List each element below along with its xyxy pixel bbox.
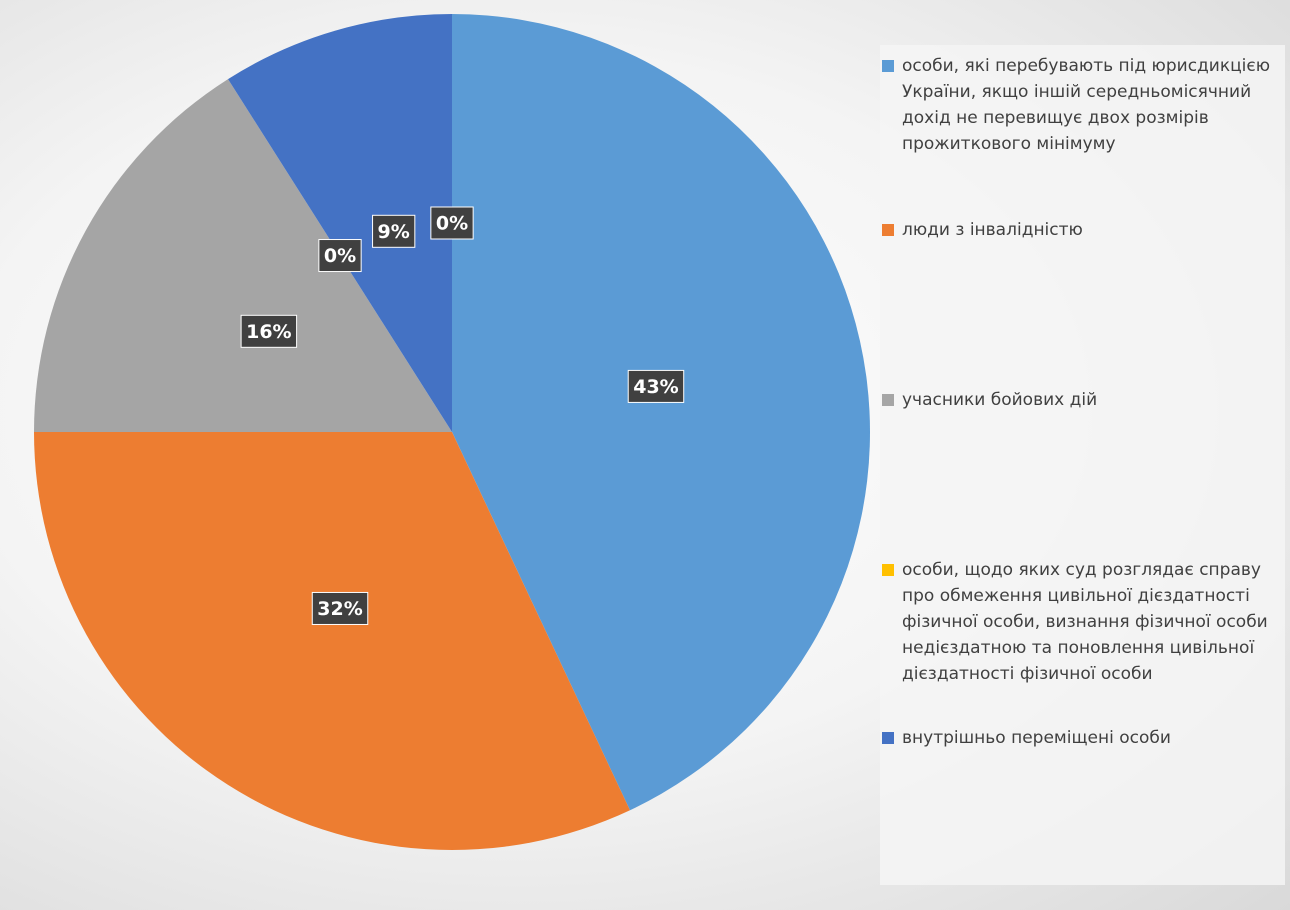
data-label-text: 43% — [633, 376, 678, 398]
pie-slice — [34, 432, 630, 850]
legend-text: внутрішньо переміщені особи — [902, 728, 1171, 748]
data-label: 0% — [430, 206, 474, 240]
data-label-box — [311, 591, 369, 625]
data-label-text: 32% — [317, 598, 362, 620]
legend-text: учасники бойових дій — [902, 390, 1098, 410]
data-label-box — [240, 314, 298, 348]
legend-text: особи, щодо яких суд розглядає справу пр… — [902, 560, 1268, 684]
data-label: 16% — [240, 314, 298, 348]
data-label: 32% — [311, 591, 369, 625]
legend-entry: люди з інвалідністю — [880, 217, 1285, 243]
data-label-text: 9% — [378, 221, 410, 243]
legend-text: люди з інвалідністю — [902, 220, 1083, 240]
legend-swatch — [882, 564, 894, 576]
legend-swatch — [882, 224, 894, 236]
legend-swatch — [882, 732, 894, 744]
data-label-box — [430, 206, 474, 240]
data-label: 0% — [318, 239, 362, 273]
data-label: 9% — [372, 214, 416, 248]
data-label-box — [372, 214, 416, 248]
chart: 43% 32% 16% 0% 9% 0% — [34, 14, 871, 850]
data-label-box — [318, 239, 362, 273]
legend-swatch — [882, 60, 894, 72]
pie-slice — [34, 79, 452, 433]
legend-entry: внутрішньо переміщені особи — [880, 725, 1285, 751]
legend-text: особи, які перебувають під юрисдикцією У… — [902, 56, 1271, 154]
pie-slice — [452, 14, 871, 811]
legend: особи, які перебувають під юрисдикцією У… — [880, 45, 1285, 885]
legend-swatch — [882, 394, 894, 406]
data-label-text: 0% — [324, 245, 356, 267]
data-label-box — [627, 369, 685, 403]
legend-entry: учасники бойових дій — [880, 387, 1285, 413]
legend-entry: особи, які перебувають під юрисдикцією У… — [880, 53, 1285, 157]
data-label-text: 0% — [436, 213, 468, 235]
legend-entry: особи, щодо яких суд розглядає справу пр… — [880, 557, 1285, 687]
pie-slice — [228, 14, 452, 432]
data-label: 43% — [627, 369, 685, 403]
data-label-text: 16% — [246, 321, 291, 343]
